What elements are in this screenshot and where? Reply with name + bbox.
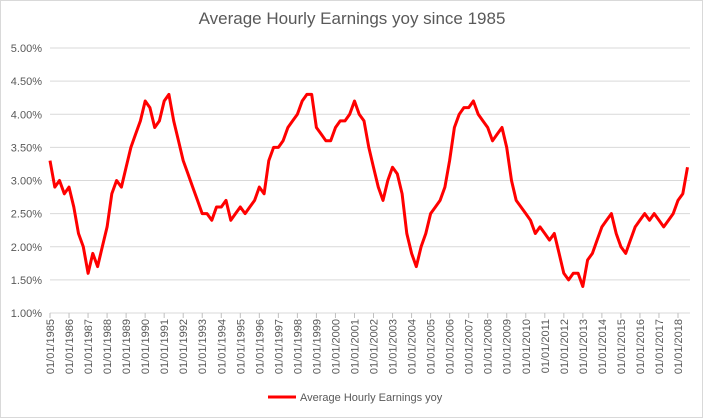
x-tick-label: 01/01/2000 — [330, 319, 342, 374]
x-tick-label: 01/01/1997 — [273, 319, 285, 374]
y-tick-label: 1.50% — [11, 275, 42, 287]
x-tick-label: 01/01/2014 — [597, 319, 609, 374]
x-tick-label: 01/01/1991 — [159, 319, 171, 374]
x-tick-label: 01/01/1999 — [311, 319, 323, 374]
legend-label: Average Hourly Earnings yoy — [300, 392, 443, 404]
x-tick-label: 01/01/1993 — [197, 319, 209, 374]
x-tick-label: 01/01/2008 — [483, 319, 495, 374]
x-tick-label: 01/01/2003 — [388, 319, 400, 374]
x-tick-label: 01/01/2005 — [426, 319, 438, 374]
x-tick-label: 01/01/1989 — [121, 319, 133, 374]
x-tick-label: 01/01/2012 — [559, 319, 571, 374]
x-tick-label: 01/01/1985 — [45, 319, 57, 374]
x-tick-label: 01/01/2006 — [445, 319, 457, 374]
y-tick-label: 4.00% — [11, 109, 42, 121]
y-tick-label: 3.50% — [11, 142, 42, 154]
y-tick-label: 2.00% — [11, 242, 42, 254]
x-tick-label: 01/01/2004 — [407, 319, 419, 374]
x-tick-label: 01/01/2018 — [673, 319, 685, 374]
x-tick-label: 01/01/1988 — [102, 319, 114, 374]
x-tick-label: 01/01/1992 — [178, 319, 190, 374]
x-tick-label: 01/01/2016 — [635, 319, 647, 374]
x-tick-label: 01/01/1986 — [64, 319, 76, 374]
x-tick-label: 01/01/2007 — [464, 319, 476, 374]
x-tick-label: 01/01/2001 — [349, 319, 361, 374]
x-tick-label: 01/01/2010 — [521, 319, 533, 374]
y-tick-label: 1.00% — [11, 308, 42, 320]
y-tick-label: 3.00% — [11, 176, 42, 188]
y-tick-label: 2.50% — [11, 209, 42, 221]
data-line — [48, 92, 689, 288]
y-tick-label: 4.50% — [11, 76, 42, 88]
y-tick-label: 5.00% — [11, 43, 42, 55]
x-tick-label: 01/01/2002 — [369, 319, 381, 374]
x-tick-label: 01/01/2013 — [578, 319, 590, 374]
x-tick-label: 01/01/1995 — [235, 319, 247, 374]
x-tick-label: 01/01/1987 — [83, 319, 95, 374]
x-tick-label: 01/01/1990 — [140, 319, 152, 374]
x-tick-label: 01/01/1994 — [216, 319, 228, 374]
chart-title: Average Hourly Earnings yoy since 1985 — [199, 9, 506, 28]
x-tick-label: 01/01/2015 — [616, 319, 628, 374]
x-tick-label: 01/01/2009 — [502, 319, 514, 374]
x-tick-label: 01/01/1998 — [292, 319, 304, 374]
x-tick-label: 01/01/2017 — [654, 319, 666, 374]
x-tick-label: 01/01/2011 — [540, 319, 552, 373]
x-tick-label: 01/01/1996 — [254, 319, 266, 374]
